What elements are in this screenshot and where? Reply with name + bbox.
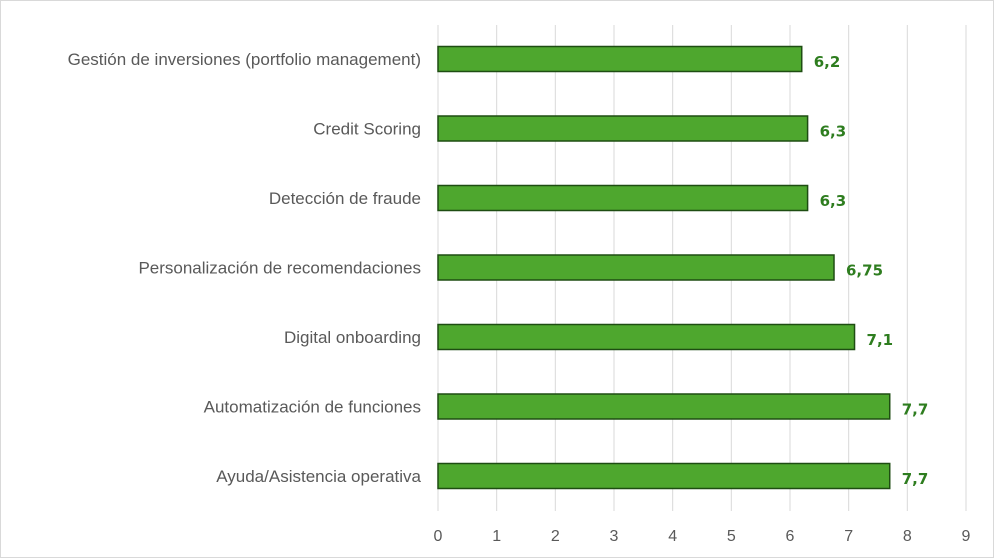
x-tick-label-5: 5 [727, 528, 736, 545]
x-tick-label-0: 0 [434, 528, 443, 545]
bar-2 [437, 115, 809, 142]
x-axis-ticks: 0 1 2 3 4 5 6 7 8 9 [434, 528, 971, 545]
category-labels: Gestión de inversiones (portfolio manage… [68, 50, 422, 486]
category-label-6: Automatización de funciones [204, 398, 421, 417]
bar-7 [437, 462, 891, 490]
data-label-7: 7,7 [902, 470, 929, 488]
data-label-2: 6,3 [820, 123, 847, 141]
bars [437, 45, 891, 490]
x-tick-label-2: 2 [551, 528, 560, 545]
data-label-4: 6,75 [846, 262, 883, 280]
bar-4 [437, 254, 835, 281]
category-label-4: Personalización de recomendaciones [138, 259, 421, 278]
category-label-5: Digital onboarding [284, 328, 421, 347]
category-label-1: Gestión de inversiones (portfolio manage… [68, 50, 421, 69]
bar-3 [437, 184, 809, 212]
data-labels: 6,2 6,3 6,3 6,75 7,1 7,7 7,7 [814, 53, 929, 488]
data-label-6: 7,7 [902, 401, 929, 419]
x-tick-label-8: 8 [903, 528, 912, 545]
bar-1 [437, 45, 803, 73]
x-tick-label-6: 6 [786, 528, 795, 545]
bar-5 [437, 323, 856, 351]
x-tick-label-1: 1 [492, 528, 501, 545]
x-tick-label-9: 9 [962, 528, 971, 545]
category-label-7: Ayuda/Asistencia operativa [216, 467, 421, 486]
bar-6 [437, 393, 891, 420]
x-tick-label-4: 4 [668, 528, 677, 545]
category-label-3: Detección de fraude [269, 189, 421, 208]
data-label-3: 6,3 [820, 192, 847, 210]
x-tick-label-3: 3 [610, 528, 619, 545]
data-label-1: 6,2 [814, 53, 841, 71]
x-tick-label-7: 7 [844, 528, 853, 545]
category-label-2: Credit Scoring [313, 120, 421, 139]
data-label-5: 7,1 [867, 331, 894, 349]
